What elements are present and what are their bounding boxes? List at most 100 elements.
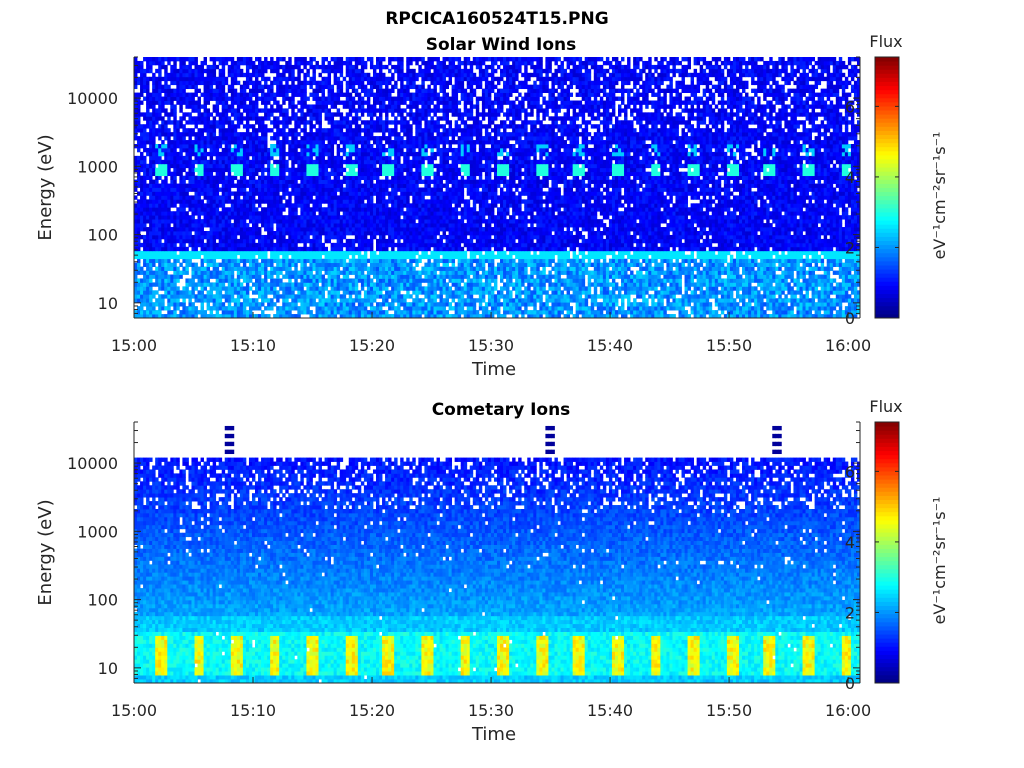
heatmap-cell	[433, 231, 436, 235]
heatmap-cell	[397, 286, 400, 290]
heatmap-cell	[639, 294, 642, 298]
heatmap-cell	[539, 271, 542, 275]
heatmap-cell	[812, 251, 815, 255]
heatmap-cell	[231, 235, 234, 239]
heatmap-cell	[781, 310, 784, 314]
heatmap-cell	[800, 271, 803, 275]
heatmap-cell	[772, 271, 775, 275]
heatmap-cell	[688, 227, 691, 231]
heatmap-cell	[796, 231, 799, 235]
heatmap-cell	[391, 255, 394, 259]
heatmap-cell	[231, 290, 234, 294]
heatmap-cell	[340, 278, 343, 282]
heatmap-cell	[600, 278, 603, 282]
heatmap-cell	[443, 247, 446, 251]
heatmap-cell	[397, 223, 400, 227]
heatmap-cell	[518, 278, 521, 282]
heatmap-cell	[394, 310, 397, 314]
heatmap-cell	[291, 263, 294, 267]
heatmap-cell	[246, 239, 249, 243]
heatmap-cell	[291, 298, 294, 302]
heatmap-cell	[666, 235, 669, 239]
heatmap-cell	[424, 227, 427, 231]
heatmap-cell	[539, 227, 542, 231]
heatmap-cell	[836, 290, 839, 294]
heatmap-cell	[784, 267, 787, 271]
heatmap-cell	[449, 235, 452, 239]
heatmap-cell	[373, 223, 376, 227]
heatmap-cell	[561, 282, 564, 286]
heatmap-cell	[373, 290, 376, 294]
heatmap-cell	[848, 302, 851, 306]
heatmap-cell	[839, 263, 842, 267]
heatmap-cell	[370, 267, 373, 271]
heatmap-cell	[479, 302, 482, 306]
heatmap-cell	[663, 278, 666, 282]
heatmap-cell	[757, 235, 760, 239]
heatmap-cell	[636, 243, 639, 247]
heatmap-cell	[261, 310, 264, 314]
heatmap-cell	[548, 235, 551, 239]
heatmap-cell	[270, 247, 273, 251]
heatmap-cell	[182, 231, 185, 235]
heatmap-cell	[551, 251, 554, 255]
heatmap-cell	[276, 267, 279, 271]
heatmap-cell	[243, 263, 246, 267]
heatmap-cell	[249, 231, 252, 235]
heatmap-cell	[800, 275, 803, 279]
heatmap-cell	[370, 290, 373, 294]
heatmap-cell	[827, 251, 830, 255]
heatmap-cell	[340, 310, 343, 314]
heatmap-cell	[276, 235, 279, 239]
heatmap-cell	[727, 278, 730, 282]
heatmap-cell	[367, 302, 370, 306]
heatmap-cell	[185, 247, 188, 251]
heatmap-cells	[134, 57, 860, 318]
heatmap-cell	[291, 223, 294, 227]
heatmap-cell	[152, 271, 155, 275]
heatmap-cell	[397, 263, 400, 267]
heatmap-cell	[675, 267, 678, 271]
heatmap-cell	[322, 310, 325, 314]
heatmap-cell	[833, 231, 836, 235]
heatmap-cell	[570, 275, 573, 279]
heatmap-cell	[228, 278, 231, 282]
heatmap-cell	[748, 294, 751, 298]
heatmap-cell	[164, 255, 167, 259]
heatmap-cell	[440, 267, 443, 271]
heatmap-cell	[733, 302, 736, 306]
heatmap-cell	[800, 310, 803, 314]
heatmap-cell	[237, 251, 240, 255]
heatmap-cell	[751, 275, 754, 279]
heatmap-cell	[179, 251, 182, 255]
heatmap-cell	[443, 259, 446, 263]
heatmap-cell	[691, 239, 694, 243]
heatmap-cell	[343, 275, 346, 279]
heatmap-cell	[340, 251, 343, 255]
heatmap-cell	[185, 294, 188, 298]
heatmap-cell	[618, 263, 621, 267]
heatmap-cell	[781, 263, 784, 267]
heatmap-cell	[657, 310, 660, 314]
heatmap-cell	[467, 310, 470, 314]
heatmap-cell	[140, 306, 143, 310]
heatmap-cell	[397, 310, 400, 314]
heatmap-cell	[279, 227, 282, 231]
heatmap-cell	[521, 239, 524, 243]
heatmap-cell	[597, 271, 600, 275]
heatmap-cell	[663, 286, 666, 290]
heatmap-cell	[651, 306, 654, 310]
heatmap-cell	[633, 310, 636, 314]
heatmap-cell	[185, 251, 188, 255]
heatmap-cell	[228, 294, 231, 298]
heatmap-cell	[724, 259, 727, 263]
heatmap-cell	[812, 275, 815, 279]
heatmap-cell	[573, 227, 576, 231]
heatmap-cell	[591, 263, 594, 267]
heatmap-cell	[551, 267, 554, 271]
heatmap-cell	[297, 282, 300, 286]
heatmap-cell	[669, 251, 672, 255]
heatmap-cell	[355, 235, 358, 239]
heatmap-cell	[509, 278, 512, 282]
heatmap-cell	[394, 282, 397, 286]
